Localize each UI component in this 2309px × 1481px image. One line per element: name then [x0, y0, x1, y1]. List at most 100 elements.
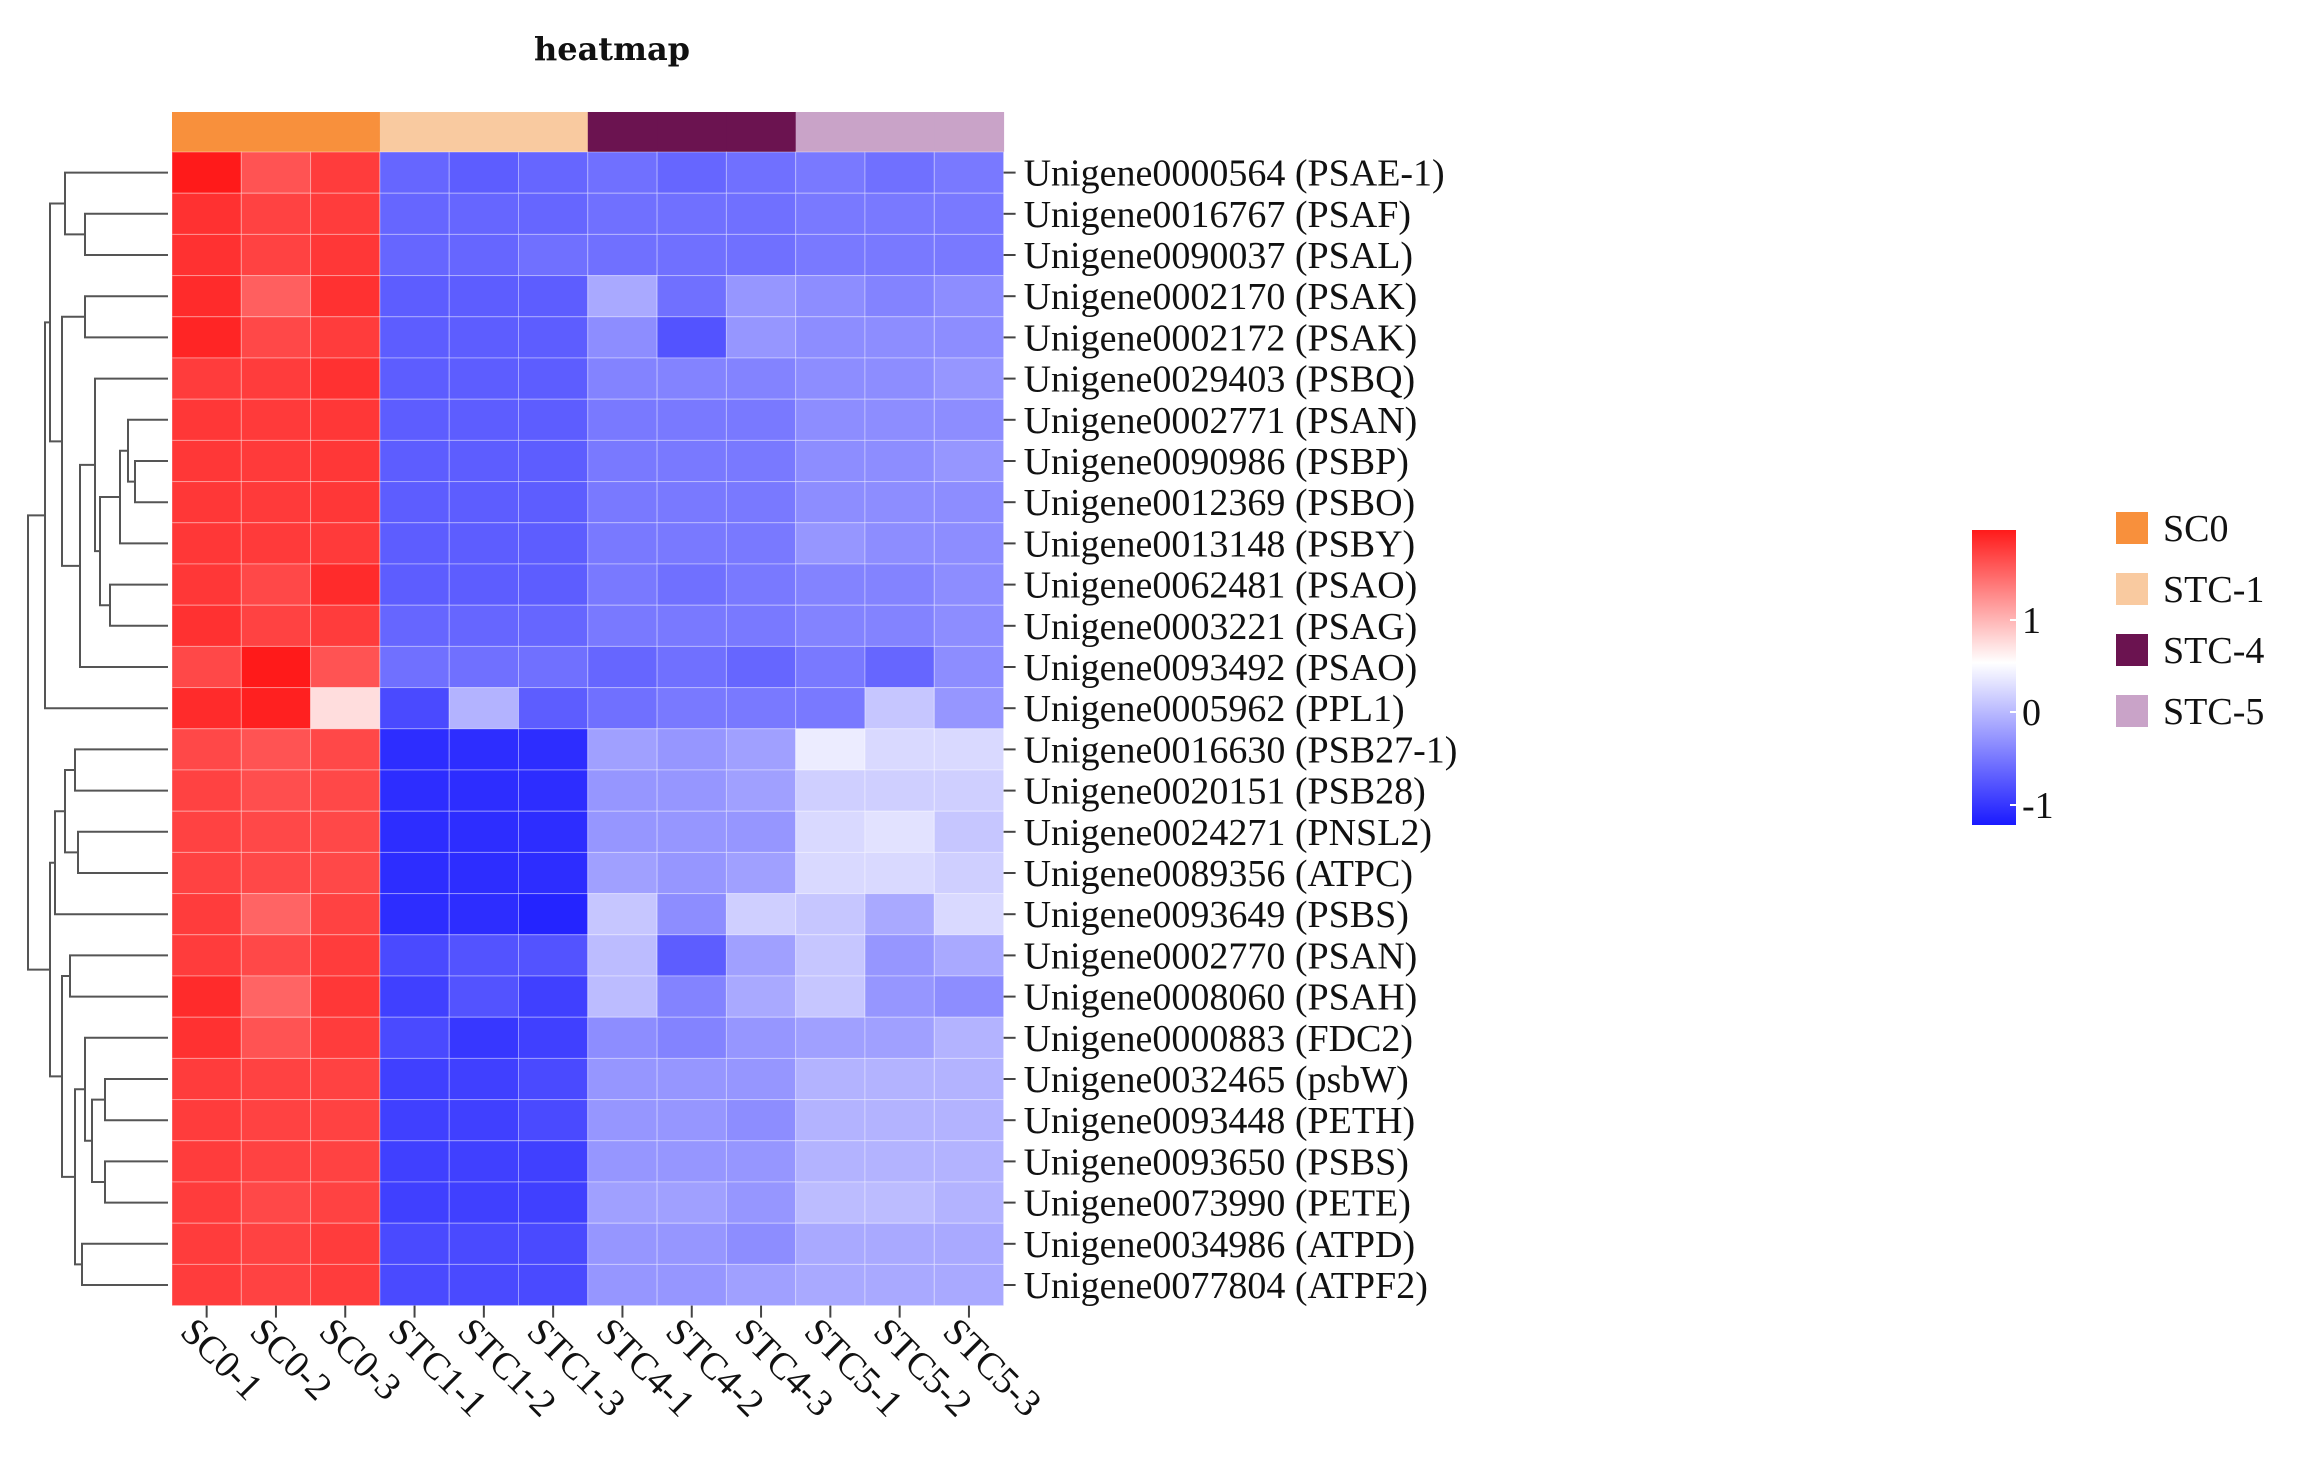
heatmap-cell	[240, 769, 312, 812]
heatmap-cell	[933, 1016, 1005, 1059]
heatmap-cell	[656, 934, 727, 977]
heatmap-cell	[725, 522, 797, 565]
heatmap-cell	[725, 439, 797, 483]
heatmap-cell	[587, 1222, 658, 1265]
heatmap-cell	[310, 1263, 381, 1307]
heatmap-cell	[656, 1140, 727, 1183]
heatmap-cell	[379, 439, 450, 483]
heatmap-cell	[795, 604, 866, 647]
heatmap-cell	[795, 687, 866, 730]
color-scale-label: 1	[2022, 600, 2041, 642]
heatmap-cell	[310, 151, 381, 194]
heatmap-cell	[725, 192, 797, 235]
heatmap-cell	[864, 1099, 935, 1142]
dendrogram-branch	[74, 1088, 85, 1266]
heatmap-cell	[656, 1263, 727, 1307]
heatmap-cell	[518, 687, 589, 730]
heatmap-cell	[656, 604, 727, 647]
heatmap-cell	[795, 1057, 866, 1101]
column-group-annotation	[172, 112, 1005, 152]
heatmap-cell	[864, 398, 935, 441]
heatmap-cell	[240, 439, 312, 483]
annotation-cell	[518, 112, 589, 152]
row-label: Unigene0013148 (PSBY)	[1024, 523, 1416, 565]
heatmap-cell	[171, 1016, 242, 1059]
heatmap-cell	[518, 769, 589, 812]
heatmap-cell	[795, 810, 866, 853]
heatmap-cell	[933, 233, 1005, 277]
heatmap-cell	[795, 851, 866, 895]
heatmap-cell	[310, 275, 381, 318]
row-label: Unigene0002172 (PSAK)	[1024, 317, 1418, 359]
heatmap-cell	[379, 1099, 450, 1142]
heatmap-cell	[379, 1016, 450, 1059]
heatmap-cell	[240, 934, 312, 977]
heatmap-cell	[171, 151, 242, 194]
heatmap-cell	[379, 893, 450, 936]
heatmap-cell	[864, 975, 935, 1018]
heatmap-cell	[864, 1140, 935, 1183]
row-label: Unigene0002771 (PSAN)	[1024, 400, 1418, 442]
heatmap-cell	[725, 728, 797, 771]
heatmap-cell	[240, 1181, 312, 1224]
heatmap-cell	[587, 645, 658, 689]
heatmap-cell	[518, 934, 589, 977]
heatmap-cell	[656, 893, 727, 936]
heatmap-cell	[171, 851, 242, 895]
heatmap-cell	[795, 934, 866, 977]
heatmap-cell	[725, 810, 797, 853]
heatmap-cell	[864, 604, 935, 647]
heatmap-cell	[587, 233, 658, 277]
heatmap-cell	[240, 1057, 312, 1101]
heatmap-cell	[518, 563, 589, 606]
heatmap-cell	[933, 645, 1005, 689]
heatmap-cell	[310, 728, 381, 771]
heatmap-cell	[240, 1140, 312, 1183]
group-legend-swatch	[2116, 695, 2148, 727]
heatmap-cell	[310, 316, 381, 359]
heatmap-cell	[587, 893, 658, 936]
heatmap-cell	[518, 522, 589, 565]
row-label: Unigene0024271 (PNSL2)	[1024, 812, 1432, 854]
row-label: Unigene0000883 (FDC2)	[1024, 1018, 1413, 1060]
heatmap-cell	[518, 192, 589, 235]
heatmap-cell	[240, 645, 312, 689]
heatmap-cell	[379, 1222, 450, 1265]
row-dendrogram	[27, 171, 168, 1286]
heatmap-cell	[310, 645, 381, 689]
heatmap-cell	[864, 1016, 935, 1059]
heatmap-cell	[448, 357, 520, 400]
heatmap-cell	[379, 563, 450, 606]
heatmap-cell	[795, 192, 866, 235]
heatmap-cell	[933, 439, 1005, 483]
heatmap-cell	[240, 893, 312, 936]
heatmap-cell	[795, 275, 866, 318]
row-label: Unigene0029403 (PSBQ)	[1024, 359, 1416, 401]
heatmap-cell	[240, 192, 312, 235]
heatmap-cell	[795, 398, 866, 441]
heatmap-cell	[864, 192, 935, 235]
row-label: Unigene0090037 (PSAL)	[1024, 235, 1413, 277]
heatmap-cell	[379, 728, 450, 771]
heatmap-cell	[310, 192, 381, 235]
heatmap-cell	[587, 934, 658, 977]
annotation-cell	[449, 112, 519, 152]
heatmap-cell	[864, 645, 935, 689]
heatmap-cell	[587, 1057, 658, 1101]
heatmap-cell	[587, 1099, 658, 1142]
heatmap-cell	[587, 769, 658, 812]
heatmap-cell	[933, 398, 1005, 441]
heatmap-cell	[171, 975, 242, 1018]
heatmap-cell	[171, 1222, 242, 1265]
heatmap-cell	[933, 769, 1005, 812]
dendrogram-branch	[64, 769, 78, 854]
heatmap-cell	[656, 769, 727, 812]
group-legend-swatch	[2116, 573, 2148, 605]
heatmap-cell	[518, 1057, 589, 1101]
heatmap-cell	[933, 810, 1005, 853]
heatmap-cell	[795, 316, 866, 359]
group-legend: SC0 STC-1 STC-4 STC-5	[2116, 508, 2264, 733]
heatmap-cell	[795, 563, 866, 606]
column-labels: SC0-1SC0-2SC0-3STC1-1STC1-2STC1-3STC4-1S…	[172, 1305, 1049, 1425]
heatmap-cell	[795, 151, 866, 194]
